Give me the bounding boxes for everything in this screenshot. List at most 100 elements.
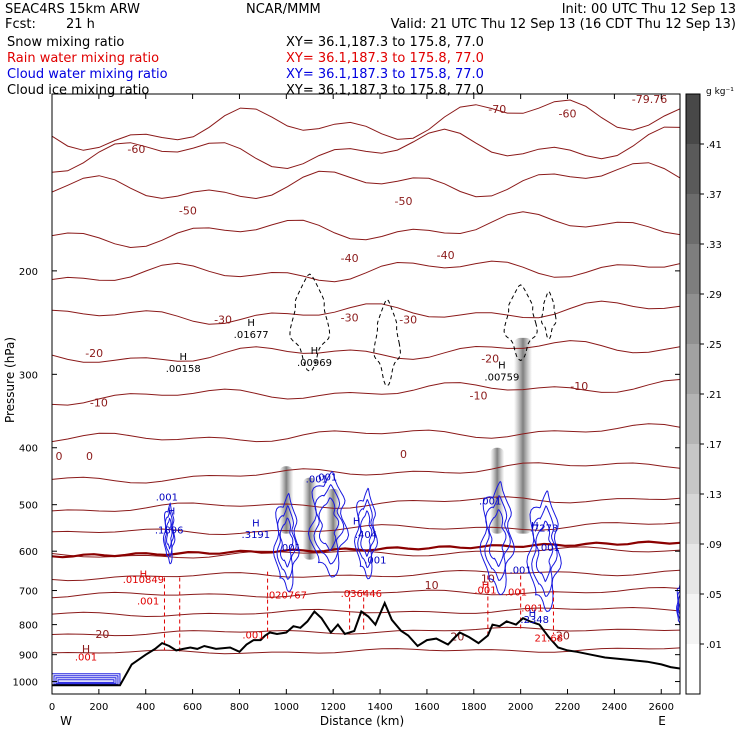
isotherm-label: -10 bbox=[570, 380, 588, 393]
field-rain-xy: XY= 36.1,187.3 to 175.8, 77.0 bbox=[286, 51, 484, 66]
maximum-marker: H bbox=[140, 569, 148, 580]
rain-label: .010849 bbox=[123, 575, 164, 586]
isotherm-label: -30 bbox=[341, 311, 359, 324]
forecast-label: Fcst: bbox=[5, 17, 36, 32]
snow-max-label: .00158 bbox=[166, 364, 201, 375]
y-tick-label: 400 bbox=[19, 444, 38, 455]
snow-shading-column bbox=[279, 466, 294, 534]
isotherm-contour bbox=[52, 99, 680, 151]
colorbar-segment bbox=[686, 144, 700, 194]
cloud-ice-contour bbox=[289, 273, 331, 372]
isotherm-label: -60 bbox=[127, 143, 145, 156]
isotherm-label: 0 bbox=[400, 448, 407, 461]
cloud-water-contour bbox=[165, 517, 173, 550]
init-time: Init: 00 UTC Thu 12 Sep 13 bbox=[562, 2, 736, 17]
isotherm-label: -10 bbox=[90, 396, 108, 409]
maximum-marker: H bbox=[82, 643, 90, 656]
isotherm-label: 0 bbox=[86, 450, 93, 463]
maximum-marker: H bbox=[311, 346, 319, 357]
snow-max-label: .00969 bbox=[297, 358, 332, 369]
rain-label: .001 bbox=[75, 652, 97, 663]
isotherm-contour bbox=[52, 379, 680, 406]
colorbar-tick-label: .17 bbox=[706, 440, 722, 451]
colorbar-tick-label: .25 bbox=[706, 340, 722, 351]
colorbar-unit: g kg⁻¹ bbox=[706, 87, 734, 97]
isotherm-label: -10 bbox=[469, 390, 487, 403]
isotherm-label: -70 bbox=[488, 103, 506, 116]
cloud-water-contour bbox=[318, 497, 340, 552]
colorbar-segment bbox=[686, 94, 700, 144]
colorbar-segment bbox=[686, 194, 700, 244]
cloud-water-label: .7273 bbox=[530, 523, 559, 534]
maximum-marker: H bbox=[168, 507, 176, 518]
x-end-label-west: W bbox=[60, 714, 72, 728]
x-tick-label: 1800 bbox=[461, 702, 486, 713]
colorbar-tick-label: .37 bbox=[706, 190, 722, 201]
colorbar-tick-label: .09 bbox=[706, 540, 722, 551]
maximum-marker: H bbox=[531, 521, 539, 532]
isotherm-contour bbox=[52, 606, 680, 618]
cloud-water-label: .404 bbox=[355, 530, 377, 541]
cloud-water-label: .1896 bbox=[155, 526, 184, 537]
y-tick-label: 900 bbox=[19, 651, 38, 662]
colorbar-segment bbox=[686, 544, 700, 594]
x-tick-label: 1400 bbox=[367, 702, 392, 713]
y-tick-label: 500 bbox=[19, 501, 38, 512]
isotherm-label: -65 bbox=[230, 78, 248, 91]
isotherm-label: 0 bbox=[56, 450, 63, 463]
cloud-water-contour bbox=[276, 505, 297, 580]
colorbar-segment bbox=[686, 394, 700, 444]
org-label: NCAR/MMM bbox=[246, 2, 321, 17]
field-cloudwater-xy: XY= 36.1,187.3 to 175.8, 77.0 bbox=[286, 67, 484, 82]
colorbar-tick-label: .41 bbox=[706, 140, 722, 151]
isotherm-label: -30 bbox=[399, 314, 417, 327]
cloud-water-label: .3191 bbox=[242, 530, 271, 541]
isotherm-label: -40 bbox=[437, 249, 455, 262]
rain-label: 21.68 bbox=[534, 634, 563, 645]
isotherm-label: -79.76 bbox=[632, 93, 667, 106]
model-title: SEAC4RS 15km ARW bbox=[5, 2, 140, 17]
maximum-marker: H bbox=[179, 352, 187, 363]
snow-shading-column bbox=[514, 337, 532, 534]
terrain-profile bbox=[52, 600, 680, 687]
maximum-marker: H bbox=[353, 516, 361, 527]
field-snow-name: Snow mixing ratio bbox=[7, 35, 124, 50]
x-end-label-east: E bbox=[658, 714, 666, 728]
cloud-water-contour bbox=[676, 587, 680, 623]
y-tick-label: 200 bbox=[19, 267, 38, 278]
x-tick-label: 2600 bbox=[649, 702, 674, 713]
x-tick-label: 1600 bbox=[414, 702, 439, 713]
isotherm-contour bbox=[52, 626, 680, 637]
snow-max-label: .01677 bbox=[234, 330, 269, 341]
field-cloudice-name: Cloud ice mixing ratio bbox=[7, 83, 149, 98]
snow-shading-column bbox=[302, 477, 317, 560]
cloud-water-label: .001 bbox=[364, 556, 386, 567]
y-tick-label: 800 bbox=[19, 621, 38, 632]
cloud-water-contour bbox=[360, 510, 373, 557]
cloud-water-contour bbox=[353, 487, 379, 580]
colorbar-tick-label: .29 bbox=[706, 290, 722, 301]
y-tick-label: 1000 bbox=[13, 678, 38, 689]
field-snow-xy: XY= 36.1,187.3 to 175.8, 77.0 bbox=[286, 35, 484, 50]
plot-contents: -60 -50 -50 -40 -40 -30 -30 -30 -20 -20 -10 -10 -10 0… bbox=[52, 78, 680, 687]
cloud-water-contour bbox=[479, 480, 515, 596]
isotherm-contour bbox=[52, 260, 680, 283]
x-tick-label: 0 bbox=[49, 702, 55, 713]
isotherm-contour bbox=[52, 522, 680, 536]
colorbar-segment bbox=[686, 494, 700, 544]
x-tick-label: 2200 bbox=[555, 702, 580, 713]
rain-label: .001 bbox=[505, 588, 527, 599]
freezing-level-contour bbox=[52, 540, 680, 559]
cloud-water-label: .001 bbox=[510, 566, 532, 577]
cloud-water-contour bbox=[164, 510, 175, 557]
field-rain-name: Rain water mixing ratio bbox=[7, 51, 159, 66]
cloud-water-label: .2348 bbox=[520, 615, 549, 626]
x-tick-label: 1200 bbox=[320, 702, 345, 713]
isotherm-label: -50 bbox=[395, 195, 413, 208]
cloud-water-contour bbox=[357, 498, 376, 569]
cloud-water-contour bbox=[484, 494, 511, 582]
colorbar-segment bbox=[686, 594, 700, 644]
snow-max-label: .00759 bbox=[484, 373, 519, 384]
cloud-water-label: .001 bbox=[156, 493, 178, 504]
